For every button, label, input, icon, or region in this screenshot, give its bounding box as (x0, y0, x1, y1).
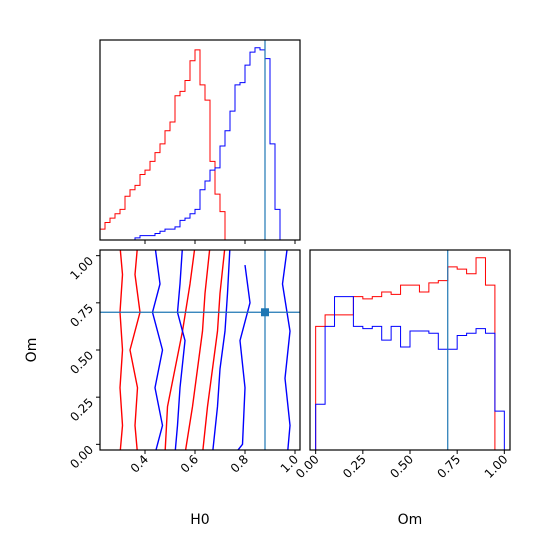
blue-contour-line (174, 250, 186, 450)
blue-contour-line (212, 250, 231, 450)
h0-blue-step-histogram (100, 47, 295, 240)
red-contour-line (184, 250, 211, 450)
om-blue-step-histogram (315, 296, 505, 450)
om-tick-label: 1.00 (67, 254, 96, 283)
blue-contour-line (281, 250, 291, 450)
h0-tick-label: 0.4 (128, 452, 151, 475)
om-tick-label: 0.00 (67, 443, 96, 472)
om-histogram-tick-label: 0.25 (340, 452, 369, 481)
h0-axis-label: H0 (190, 512, 209, 528)
om-marginal-histogram: 0.00 0.25 0.50 0.75 1.00 Om (293, 249, 511, 528)
om-histogram-tick-label: 0.00 (293, 452, 322, 481)
om-histogram-tick-label: 0.50 (387, 452, 416, 481)
red-contour-line (202, 250, 226, 450)
om-tick-label: 0.50 (67, 348, 96, 377)
h0-red-step-histogram (100, 49, 295, 240)
blue-contour-line (237, 265, 251, 450)
h0-om-contour-panel: 0.4 0.6 0.8 1.00.000.250.500.751.00 H0 Om (24, 249, 301, 528)
om-histogram-tick-label: 1.00 (482, 452, 511, 481)
red-contour-line (129, 250, 141, 450)
red-contour-line (164, 250, 196, 450)
red-contour-line (119, 250, 124, 450)
h0-tick-label: 0.6 (178, 452, 201, 475)
om-axis-label: Om (24, 338, 40, 363)
om-tick-label: 0.75 (67, 301, 96, 330)
h0-tick-label: 0.8 (228, 452, 251, 475)
om-tick-label: 0.25 (67, 395, 96, 424)
blue-contour-line (151, 250, 164, 450)
h0-histogram-frame (99, 39, 301, 241)
truth-marker (261, 308, 269, 317)
om-histogram-tick-label: 0.75 (434, 452, 463, 481)
h0-marginal-histogram (99, 39, 301, 244)
om-histogram-axis-label: Om (398, 512, 423, 528)
